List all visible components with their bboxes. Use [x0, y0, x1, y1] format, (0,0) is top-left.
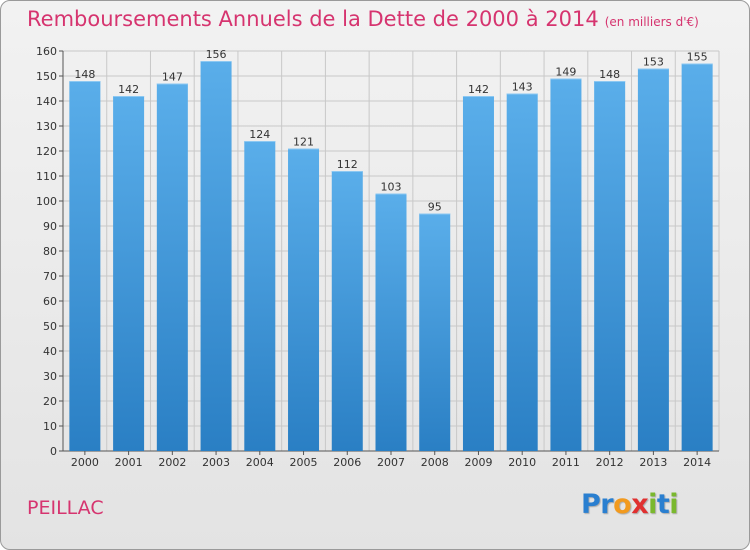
x-tick-label: 2011 [552, 456, 580, 469]
bar-2005[interactable] [288, 148, 320, 452]
x-tick-label: 2005 [290, 456, 318, 469]
bar-2003[interactable] [200, 61, 232, 451]
data-label: 153 [643, 56, 664, 69]
data-label: 142 [468, 83, 489, 96]
y-tick-label: 0 [50, 445, 57, 458]
y-tick-label: 130 [36, 120, 57, 133]
bar-2006[interactable] [331, 171, 363, 451]
data-label: 143 [512, 81, 533, 94]
y-tick-label: 70 [43, 270, 57, 283]
bar-2009[interactable] [462, 96, 494, 451]
y-tick-label: 20 [43, 395, 57, 408]
y-tick-label: 30 [43, 370, 57, 383]
y-tick-label: 150 [36, 70, 57, 83]
proxiti-logo[interactable]: Proxiti [581, 489, 679, 520]
logo-letter: i [648, 489, 657, 520]
bar-2000[interactable] [69, 81, 101, 451]
data-label: 142 [118, 83, 139, 96]
logo-letter: t [656, 489, 670, 520]
data-label: 112 [337, 158, 358, 171]
y-tick-label: 40 [43, 345, 57, 358]
y-tick-label: 10 [43, 420, 57, 433]
x-tick-label: 2013 [639, 456, 667, 469]
x-tick-label: 2006 [333, 456, 361, 469]
x-tick-label: 2002 [158, 456, 186, 469]
x-tick-label: 2014 [683, 456, 711, 469]
x-tick-label: 2012 [596, 456, 624, 469]
y-tick-label: 80 [43, 245, 57, 258]
bar-2004[interactable] [244, 141, 276, 451]
data-label: 155 [687, 51, 708, 64]
y-tick-label: 100 [36, 195, 57, 208]
x-tick-label: 2000 [71, 456, 99, 469]
bar-2012[interactable] [594, 81, 626, 451]
logo-letter: i [669, 489, 679, 520]
data-label: 149 [555, 66, 576, 79]
logo-letter: x [631, 489, 649, 520]
bar-2002[interactable] [156, 83, 188, 452]
y-tick-label: 60 [43, 295, 57, 308]
data-label: 156 [206, 48, 227, 61]
y-tick-label: 50 [43, 320, 57, 333]
x-tick-label: 2008 [421, 456, 449, 469]
x-tick-label: 2004 [246, 456, 274, 469]
data-label: 124 [249, 128, 270, 141]
y-tick-label: 90 [43, 220, 57, 233]
chart-title-text: Remboursements Annuels de la Dette de 20… [27, 7, 599, 31]
data-label: 148 [74, 68, 95, 81]
data-labels: 148 142 147 156 124 121 112 103 95 142 143 149 148 15… [74, 48, 707, 214]
bars [69, 61, 713, 452]
data-label: 95 [428, 201, 442, 214]
chart-title: Remboursements Annuels de la Dette de 20… [27, 7, 699, 31]
x-tick-label: 2003 [202, 456, 230, 469]
bar-2010[interactable] [506, 93, 538, 452]
data-label: 148 [599, 68, 620, 81]
y-tick-label: 110 [36, 170, 57, 183]
bar-2008[interactable] [419, 213, 451, 452]
data-label: 103 [381, 181, 402, 194]
y-tick-label: 140 [36, 95, 57, 108]
logo-letter: o [613, 489, 632, 520]
x-tick-label: 2010 [508, 456, 536, 469]
chart-unit: (en milliers d'€) [604, 15, 699, 29]
data-label: 121 [293, 136, 314, 149]
x-tick-label: 2001 [115, 456, 143, 469]
logo-letter: P [581, 489, 601, 520]
bar-2011[interactable] [550, 78, 582, 452]
y-tick-label: 160 [36, 45, 57, 58]
bar-2001[interactable] [113, 96, 145, 451]
y-tick-label: 120 [36, 145, 57, 158]
logo-letter: r [600, 489, 614, 520]
data-label: 147 [162, 71, 183, 84]
bar-2013[interactable] [637, 68, 669, 452]
commune-name: PEILLAC [27, 497, 104, 519]
bar-2007[interactable] [375, 193, 407, 452]
bar-2014[interactable] [681, 63, 713, 452]
x-tick-label: 2009 [464, 456, 492, 469]
x-tick-label: 2007 [377, 456, 405, 469]
